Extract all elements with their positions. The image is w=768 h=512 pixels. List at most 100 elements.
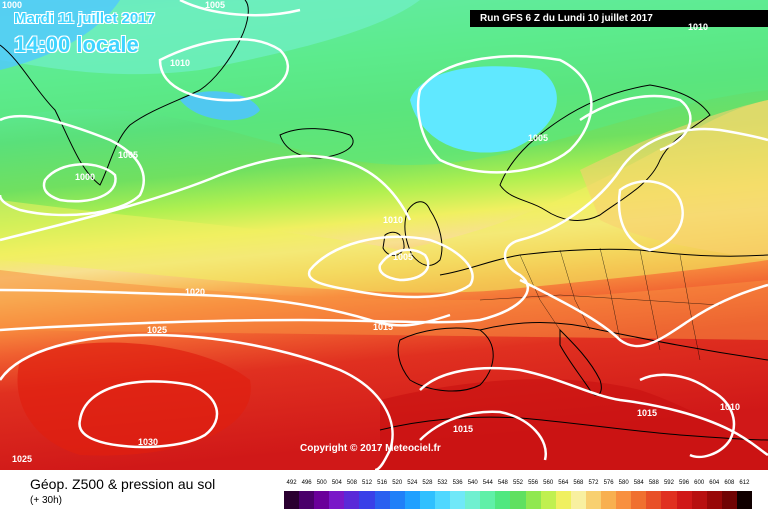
- legend-swatch: [691, 491, 708, 509]
- forecast-offset: (+ 30h): [30, 495, 62, 506]
- legend-value: 612: [739, 480, 750, 486]
- pressure-label: 1005: [393, 252, 414, 262]
- legend-value: 564: [558, 480, 569, 486]
- legend-swatch: [434, 491, 451, 509]
- legend-swatch: [631, 491, 647, 509]
- legend-labels: 492 496 500 504 508 512 516 520 524 528 532 536 540 5…: [284, 480, 752, 490]
- legend-swatch: [419, 491, 436, 509]
- map-canvas: [0, 0, 768, 470]
- iceland-coast: [279, 128, 354, 159]
- legend-value: 492: [286, 480, 297, 486]
- pressure-label: 1000: [75, 172, 96, 182]
- legend-value: 600: [694, 480, 705, 486]
- legend-value: 500: [316, 480, 327, 486]
- forecast-date: Mardi 11 juillet 2017: [14, 10, 155, 27]
- forecast-time: 14:00 locale: [14, 32, 139, 57]
- legend-value: 592: [663, 480, 674, 486]
- isobar-1010-atlantic: [0, 154, 412, 242]
- ireland-coast: [382, 231, 405, 256]
- isobar-1010-east: [639, 373, 736, 459]
- legend-swatch: [314, 491, 330, 509]
- isobar-1010-uk: [307, 235, 474, 299]
- legend-swatch: [706, 491, 723, 509]
- legend-value: 588: [648, 480, 659, 486]
- legend-value: 540: [467, 480, 478, 486]
- model-run-label: Run GFS 6 Z du Lundi 10 juillet 2017: [470, 10, 768, 27]
- legend-swatch: [570, 491, 587, 509]
- pressure-label: 1015: [637, 408, 658, 418]
- ukraine-yellow: [580, 100, 768, 260]
- isobar-1020: [0, 288, 451, 327]
- legend-value: 536: [452, 480, 463, 486]
- isobar-1015-africa: [419, 410, 548, 461]
- legend-swatch: [344, 491, 360, 509]
- legend-swatch: [736, 491, 753, 509]
- legend-value: 524: [407, 480, 418, 486]
- cyan-low: [410, 66, 557, 153]
- pressure-label: 1005: [205, 0, 226, 10]
- legend-swatch: [510, 491, 527, 509]
- legend-swatch: [299, 491, 315, 509]
- legend-swatch: [284, 491, 300, 509]
- pressure-label: 1015: [373, 322, 394, 332]
- red-africa: [380, 379, 768, 470]
- legend-value: 580: [618, 480, 629, 486]
- legend-value: 496: [301, 480, 312, 486]
- pressure-label: 1010: [720, 402, 741, 412]
- isobar-east-loop: [617, 180, 684, 252]
- legend-swatch: [676, 491, 693, 509]
- legend-swatch: [359, 491, 376, 509]
- isobar-1005-top: [179, 0, 301, 17]
- coastlines: [0, 0, 768, 441]
- isobar-1005-norway: [416, 55, 593, 174]
- isobar-1000-greenland: [42, 163, 117, 203]
- legend-value: 516: [377, 480, 388, 486]
- britain-coast: [404, 201, 443, 266]
- legend-swatch: [616, 491, 632, 509]
- mediterranean-coast: [479, 322, 768, 361]
- legend-swatch: [465, 491, 481, 509]
- africa-coast: [379, 416, 768, 441]
- isobar-1015-south: [419, 366, 768, 457]
- pressure-label: 1020: [185, 287, 206, 297]
- pressure-label: 1005: [118, 150, 139, 160]
- isobar-1010-north: [158, 37, 290, 102]
- legend-swatch: [374, 491, 391, 509]
- map-title: Géop. Z500 & pression au sol: [30, 476, 216, 492]
- legend-value: 596: [679, 480, 690, 486]
- yellow-band: [0, 100, 768, 293]
- cyan-top: [0, 0, 420, 75]
- cyan-low-2: [180, 91, 260, 121]
- legend-value: 532: [437, 480, 448, 486]
- legend-swatch: [404, 491, 421, 509]
- legend-value: 528: [422, 480, 433, 486]
- legend-swatch: [646, 491, 662, 509]
- pressure-label: 1010: [688, 22, 709, 32]
- isobar-east-north: [579, 94, 692, 152]
- legend-swatch: [480, 491, 496, 509]
- iberia-coast: [397, 327, 494, 392]
- legend-swatch: [661, 491, 677, 509]
- europe-coast: [439, 248, 768, 276]
- pressure-label: 1010: [170, 58, 191, 68]
- copyright: Copyright © 2017 Meteociel.fr: [300, 443, 441, 454]
- legend-value: 544: [482, 480, 493, 486]
- isobar-1030: [78, 380, 219, 449]
- legend-value: 512: [362, 480, 373, 486]
- legend-value: 560: [543, 480, 554, 486]
- borders: [479, 247, 721, 361]
- weather-map: Mardi 11 juillet 2017 14:00 locale Run G…: [0, 0, 768, 470]
- legend-swatch: [329, 491, 345, 509]
- legend-value: 576: [603, 480, 614, 486]
- isobar-1005-greenland: [0, 114, 145, 217]
- isobar-1025: [0, 333, 394, 470]
- legend-swatch: [540, 491, 557, 509]
- legend-swatch: [389, 491, 406, 509]
- legend-value: 508: [346, 480, 357, 486]
- legend-value: 520: [392, 480, 403, 486]
- legend-value: 604: [709, 480, 720, 486]
- legend-value: 584: [633, 480, 644, 486]
- legend-swatch: [495, 491, 511, 509]
- pressure-label: 1000: [2, 0, 23, 10]
- legend-value: 608: [724, 480, 735, 486]
